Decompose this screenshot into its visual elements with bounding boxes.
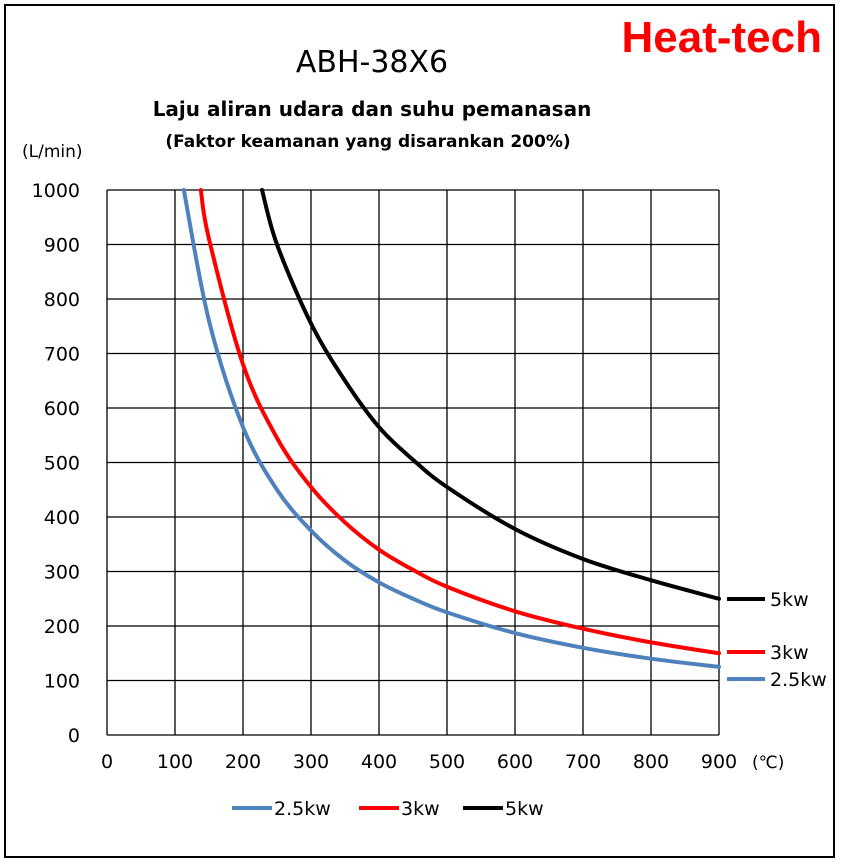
- series-line-3kw: [198, 188, 721, 656]
- y-tick-label: 200: [44, 616, 80, 638]
- series-line-5kw: [260, 188, 721, 601]
- y-tick-label: 500: [44, 453, 80, 475]
- y-axis-label: (L/min): [22, 142, 83, 162]
- x-tick-label: 900: [701, 751, 737, 773]
- legend-label: 2.5kw: [274, 798, 331, 820]
- chart-frame: [4, 4, 835, 858]
- y-tick-label: 1000: [32, 180, 80, 202]
- series-end-labels: 2.5kw 3kw 5kw: [727, 589, 827, 691]
- series-lines: [181, 188, 721, 669]
- y-tick-label: 100: [44, 671, 80, 693]
- y-tick-label: 400: [44, 507, 80, 529]
- x-tick-label: 100: [157, 751, 193, 773]
- x-tick-label: 300: [293, 751, 329, 773]
- x-tick-label: 700: [565, 751, 601, 773]
- chart-subtitle-note: (Faktor keamanan yang disarankan 200%): [165, 132, 570, 152]
- y-tick-label: 600: [44, 398, 80, 420]
- x-tick-label: 400: [361, 751, 397, 773]
- x-axis-label: (℃): [752, 753, 784, 773]
- y-tick-label: 700: [44, 344, 80, 366]
- y-tick-labels: 0 100 200 300 400 500 600 700 800 900 1000: [32, 180, 80, 747]
- series-line-2-5kw: [181, 188, 721, 669]
- legend: 2.5kw 3kw 5kw: [232, 798, 544, 820]
- y-tick-label: 900: [44, 235, 80, 257]
- y-tick-label: 0: [68, 725, 80, 747]
- chart-subtitle: Laju aliran udara dan suhu pemanasan: [153, 97, 592, 121]
- y-tick-label: 300: [44, 562, 80, 584]
- x-tick-label: 200: [225, 751, 261, 773]
- legend-label: 5kw: [505, 798, 544, 820]
- brand-logo: Heat-tech: [622, 13, 823, 62]
- end-label: 5kw: [770, 589, 809, 611]
- end-label: 2.5kw: [770, 669, 827, 691]
- chart-title: ABH-38X6: [296, 45, 448, 80]
- x-tick-label: 0: [101, 751, 113, 773]
- x-tick-label: 800: [633, 751, 669, 773]
- y-tick-label: 800: [44, 289, 80, 311]
- legend-label: 3kw: [401, 798, 440, 820]
- end-label: 3kw: [770, 642, 809, 664]
- x-tick-label: 600: [497, 751, 533, 773]
- grid: [106, 189, 720, 736]
- x-tick-labels: 0 100 200 300 400 500 600 700 800 900: [101, 751, 737, 773]
- x-tick-label: 500: [429, 751, 465, 773]
